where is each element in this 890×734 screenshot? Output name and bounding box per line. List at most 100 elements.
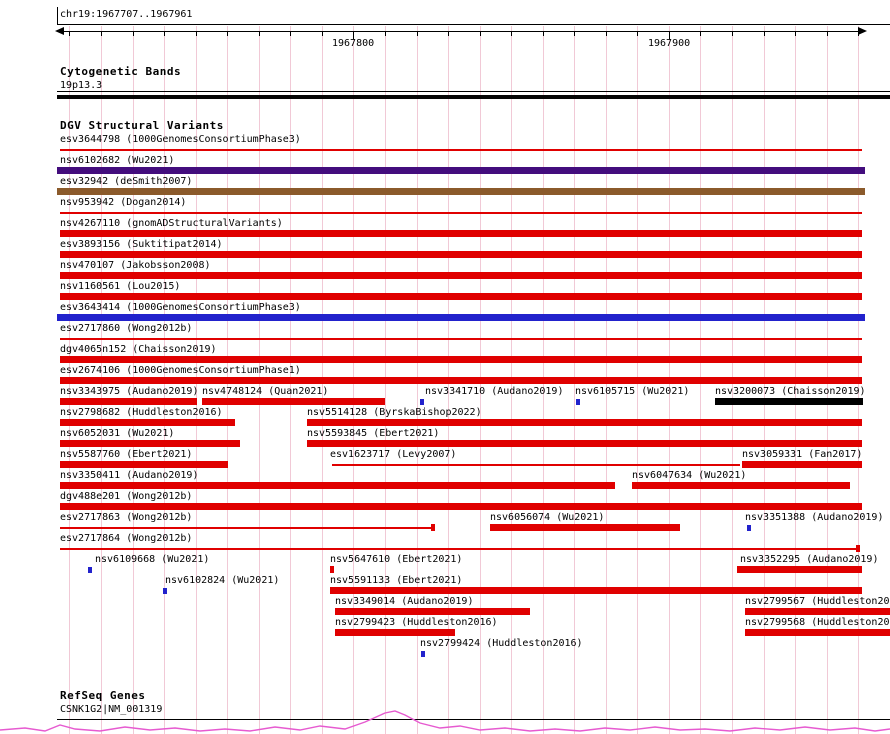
variant-label[interactable]: esv1623717 (Levy2007) [330,449,457,460]
refseq-gene-label[interactable]: CSNK1G2|NM_001319 [60,704,163,715]
variant-glyph-bar[interactable] [307,440,862,447]
variant-glyph-bar[interactable] [60,377,862,384]
variant-label[interactable]: nsv3343975 (Audano2019) [60,386,199,397]
variant-glyph-bar[interactable] [60,440,240,447]
variant-label[interactable]: esv2717860 (Wong2012b) [60,323,193,334]
variant-glyph-bar[interactable] [60,356,862,363]
variant-label[interactable]: nsv5514128 (ByrskaBishop2022) [307,407,482,418]
variant-glyph-bar[interactable] [60,272,862,279]
variant-label[interactable]: nsv5587760 (Ebert2021) [60,449,193,460]
variant-row: nsv6102824 (Wu2021) nsv5591133 (Ebert2021… [0,575,890,596]
variant-label[interactable]: esv3893156 (Suktitipat2014) [60,239,223,250]
variant-label[interactable]: nsv3350411 (Audano2019) [60,470,199,481]
variant-label[interactable]: nsv3341710 (Audano2019) [425,386,564,397]
variant-glyph-bar[interactable] [60,293,862,300]
variant-glyph-bar[interactable] [60,419,235,426]
variant-label[interactable]: nsv6109668 (Wu2021) [95,554,210,565]
variant-label[interactable]: nsv953942 (Dogan2014) [60,197,187,208]
variant-glyph-bar[interactable] [57,314,865,321]
variant-glyph-hline[interactable] [60,548,857,550]
variant-label[interactable]: nsv6105715 (Wu2021) [575,386,690,397]
variant-label[interactable]: esv3644798 (1000GenomesConsortiumPhase3) [60,134,301,145]
variant-label[interactable]: nsv2799568 (Huddleston2016) [745,617,890,628]
variant-glyph-bar[interactable] [745,629,890,636]
variant-glyph-bar[interactable] [60,482,615,489]
variant-glyph-bar[interactable] [737,566,862,573]
variant-label[interactable]: nsv6102824 (Wu2021) [165,575,280,586]
cytoband-label: 19p13.3 [60,80,103,91]
variant-glyph-bar[interactable] [57,188,865,195]
variant-glyph-bar[interactable] [60,398,197,405]
variant-label[interactable]: esv2717863 (Wong2012b) [60,512,193,523]
region-label: chr19:1967707..1967961 [60,9,193,20]
variant-glyph-bar[interactable] [745,608,890,615]
variant-glyph-bar[interactable] [60,230,862,237]
ruler-tick [543,31,544,36]
top-border-left [57,7,58,25]
variant-label[interactable]: nsv2799567 (Huddleston2016) [745,596,890,607]
variant-glyph-tickmark[interactable] [431,524,435,531]
ruler-tick [480,31,481,36]
variant-glyph-point[interactable] [88,567,92,573]
variant-glyph-bar[interactable] [60,461,228,468]
variant-label[interactable]: nsv2799423 (Huddleston2016) [335,617,498,628]
variant-label[interactable]: nsv2798682 (Huddleston2016) [60,407,223,418]
variant-label[interactable]: esv3643414 (1000GenomesConsortiumPhase3) [60,302,301,313]
cytobands-title: Cytogenetic Bands [60,65,182,78]
variant-glyph-tickmark[interactable] [856,545,860,552]
ruler-arrow-left-icon[interactable] [55,27,64,35]
ruler-tick [101,31,102,36]
variant-label[interactable]: nsv5593845 (Ebert2021) [307,428,440,439]
variant-glyph-bar[interactable] [307,419,862,426]
variant-glyph-point[interactable] [420,399,424,405]
variant-label[interactable]: esv2717864 (Wong2012b) [60,533,193,544]
variant-glyph-bar[interactable] [490,524,680,531]
variant-label[interactable]: dgv488e201 (Wong2012b) [60,491,193,502]
variant-label[interactable]: nsv3352295 (Audano2019) [740,554,879,565]
variant-label[interactable]: nsv3349014 (Audano2019) [335,596,474,607]
variant-label[interactable]: nsv4748124 (Quan2021) [202,386,329,397]
variant-label[interactable]: dgv4065n152 (Chaisson2019) [60,344,217,355]
variant-glyph-bar[interactable] [57,167,865,174]
variant-glyph-point[interactable] [576,399,580,405]
variant-glyph-point[interactable] [163,588,167,594]
variant-glyph-point[interactable] [747,525,751,531]
variant-label[interactable]: nsv3200073 (Chaisson2019) [715,386,866,397]
variant-label[interactable]: nsv1160561 (Lou2015) [60,281,181,292]
variant-row: esv2717864 (Wong2012b) [0,533,890,554]
variant-label[interactable]: nsv2799424 (Huddleston2016) [420,638,583,649]
ruler-tick [385,31,386,36]
variant-glyph-bar[interactable] [335,629,455,636]
variant-glyph-point[interactable] [421,651,425,657]
variant-glyph-bar[interactable] [60,251,862,258]
variant-label[interactable]: nsv6047634 (Wu2021) [632,470,747,481]
ruler-tick [133,31,134,36]
variant-label[interactable]: nsv6056074 (Wu2021) [490,512,605,523]
variant-glyph-bar[interactable] [715,398,863,405]
variant-label[interactable]: nsv3351388 (Audano2019) [745,512,884,523]
variant-row: nsv1160561 (Lou2015) [0,281,890,302]
variant-label[interactable]: nsv4267110 (gnomADStructuralVariants) [60,218,283,229]
variant-glyph-hline[interactable] [60,212,862,214]
variant-label[interactable]: nsv5647610 (Ebert2021) [330,554,463,565]
variant-glyph-hline[interactable] [60,149,862,151]
variant-label[interactable]: nsv3059331 (Fan2017) [742,449,863,460]
variant-label[interactable]: esv2674106 (1000GenomesConsortiumPhase1) [60,365,301,376]
variant-glyph-hline[interactable] [332,464,740,466]
variant-glyph-bar[interactable] [60,503,862,510]
variant-glyph-bar[interactable] [202,398,385,405]
variant-label[interactable]: nsv470107 (Jakobsson2008) [60,260,211,271]
variant-label[interactable]: nsv5591133 (Ebert2021) [330,575,463,586]
variant-label[interactable]: nsv6052031 (Wu2021) [60,428,175,439]
variant-label[interactable]: nsv6102682 (Wu2021) [60,155,175,166]
variant-glyph-bar[interactable] [335,608,530,615]
variant-glyph-hline[interactable] [60,338,862,340]
variant-glyph-bar[interactable] [742,461,862,468]
variant-glyph-hline[interactable] [60,527,432,529]
variant-glyph-bar[interactable] [330,587,862,594]
ruler-arrow-right-icon[interactable] [858,27,867,35]
variant-glyph-bar[interactable] [632,482,850,489]
ruler-tick [827,31,828,36]
variant-label[interactable]: esv32942 (deSmith2007) [60,176,193,187]
variant-glyph-tickmark[interactable] [330,566,334,573]
